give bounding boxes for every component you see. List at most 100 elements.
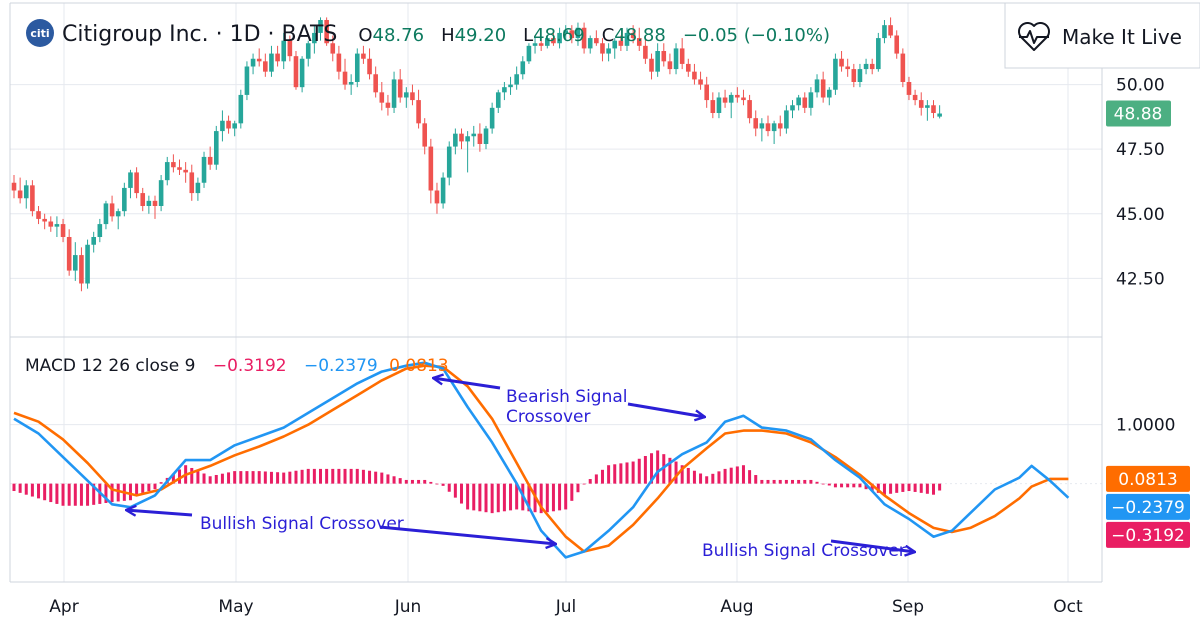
candle-body bbox=[679, 48, 685, 64]
candle-body bbox=[17, 190, 23, 199]
macd-legend: MACD 12 26 close 9 −0.3192 −0.2379 0.081… bbox=[25, 356, 449, 376]
candle-body bbox=[91, 237, 96, 245]
candle-body bbox=[753, 118, 759, 129]
candle-body bbox=[134, 172, 139, 194]
candle-body bbox=[704, 84, 709, 101]
candle-body bbox=[115, 211, 121, 217]
histogram-bar bbox=[306, 468, 310, 484]
make-it-live-button[interactable]: Make It Live bbox=[1004, 2, 1200, 69]
histogram-bar bbox=[784, 479, 788, 484]
candle-body bbox=[195, 182, 201, 194]
histogram-bar bbox=[484, 483, 488, 513]
candle-body bbox=[532, 43, 538, 46]
candle-body bbox=[851, 69, 857, 82]
signal-value-tag: 0.0813 bbox=[1106, 465, 1190, 492]
candle-body bbox=[545, 38, 550, 46]
histogram-bar bbox=[858, 483, 862, 488]
histogram-bar bbox=[86, 483, 90, 506]
candle-body bbox=[741, 97, 746, 101]
histogram-bar bbox=[791, 479, 795, 484]
histogram-bar bbox=[496, 483, 500, 513]
candle-body bbox=[244, 66, 250, 95]
candle-body bbox=[876, 38, 881, 70]
candle-body bbox=[48, 221, 54, 227]
histogram-bar bbox=[527, 483, 531, 512]
svg-text:MACD 12 26 close 9 −0.31: MACD 12 26 close 9 −0.3192 −0.2379 0.081… bbox=[25, 356, 449, 376]
histogram-bar bbox=[490, 483, 494, 514]
histogram-bar bbox=[907, 483, 911, 492]
candle-body bbox=[569, 30, 575, 39]
candle-body bbox=[410, 92, 415, 101]
candle-body bbox=[728, 94, 734, 103]
histogram-bar bbox=[417, 479, 421, 484]
histogram-bar bbox=[650, 453, 654, 484]
histogram-bar bbox=[159, 482, 163, 484]
histogram-bar bbox=[423, 479, 427, 484]
candle-body bbox=[177, 167, 182, 170]
candle-body bbox=[661, 51, 667, 62]
make-it-live-label: Make It Live bbox=[1062, 25, 1182, 49]
histogram-bar bbox=[754, 475, 758, 484]
histogram-bar bbox=[12, 483, 16, 492]
histogram-bar bbox=[294, 470, 298, 484]
macd-legend-macd: −0.2379 bbox=[304, 356, 378, 376]
candle-body bbox=[379, 92, 385, 103]
histogram-bar bbox=[680, 465, 684, 484]
candle-body bbox=[624, 32, 630, 46]
close-value: 48.88 bbox=[614, 25, 666, 46]
histogram-bar bbox=[37, 483, 41, 499]
histogram-bar bbox=[723, 468, 727, 484]
close-label: C bbox=[602, 25, 615, 46]
histogram-bar bbox=[343, 468, 347, 484]
histogram-bar bbox=[251, 471, 255, 484]
histogram-bar bbox=[846, 483, 850, 488]
histogram-bar bbox=[570, 483, 574, 501]
candle-body bbox=[158, 180, 164, 206]
candle-body bbox=[79, 255, 84, 284]
candle-body bbox=[618, 40, 624, 46]
histogram-bar bbox=[233, 471, 237, 484]
histogram-bar bbox=[392, 476, 396, 484]
candle-body bbox=[692, 71, 697, 80]
histogram-bar bbox=[239, 471, 243, 484]
open-value: 48.76 bbox=[373, 25, 425, 46]
candle-body bbox=[428, 146, 434, 191]
histogram-bar bbox=[116, 483, 120, 502]
histogram-bar bbox=[748, 470, 752, 484]
candle-body bbox=[863, 63, 869, 70]
candle-body bbox=[912, 94, 918, 101]
candle-body bbox=[925, 105, 930, 108]
low-label: L bbox=[523, 25, 533, 46]
histogram-bar bbox=[269, 471, 273, 484]
candle-body bbox=[526, 45, 532, 62]
bearish-arrow-left bbox=[433, 378, 501, 390]
histogram-bar bbox=[410, 479, 414, 484]
histogram-bar bbox=[699, 473, 703, 484]
histogram-bar bbox=[374, 471, 378, 484]
candle-body bbox=[483, 128, 489, 144]
histogram-bar bbox=[245, 471, 249, 484]
candle-body bbox=[600, 43, 605, 54]
candle-body bbox=[440, 177, 446, 204]
histogram-bar bbox=[729, 467, 733, 484]
bearish-label-line2: Crossover bbox=[506, 407, 591, 427]
histogram-bar bbox=[220, 473, 224, 484]
candle-body bbox=[673, 48, 679, 70]
candle-body bbox=[557, 32, 562, 44]
candle-body bbox=[453, 133, 458, 147]
candle-body bbox=[587, 38, 593, 49]
histogram-bar bbox=[92, 483, 96, 505]
candle-body bbox=[845, 66, 850, 70]
x-tick-label: Sep bbox=[892, 597, 924, 617]
candle-body bbox=[207, 156, 213, 165]
histogram-bar bbox=[153, 483, 157, 490]
histogram-bar bbox=[674, 461, 678, 484]
candle-body bbox=[520, 61, 526, 75]
candle-body bbox=[459, 133, 464, 142]
candle-body bbox=[54, 224, 60, 227]
candle-body bbox=[373, 74, 378, 93]
histogram-bar bbox=[600, 469, 604, 484]
histogram-bar bbox=[478, 483, 482, 512]
bullish-arrow-1 bbox=[126, 510, 193, 515]
